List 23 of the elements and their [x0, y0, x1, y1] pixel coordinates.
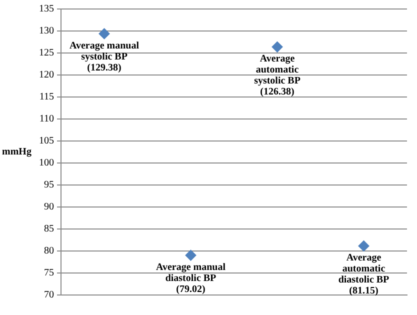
point	[185, 250, 196, 261]
y-tick-label: 115	[39, 92, 54, 103]
y-tick-label: 75	[44, 268, 54, 279]
point	[358, 240, 370, 252]
y-tick-label: 105	[39, 136, 54, 147]
y-tick-label: 80	[44, 246, 54, 257]
y-tick-label: 130	[39, 26, 54, 37]
y-tick-label: 85	[44, 224, 54, 235]
y-tick-label: 110	[39, 114, 54, 125]
annotation: Average manual systolic BP (129.38)	[69, 40, 140, 74]
y-axis-title: mmHg	[2, 146, 32, 158]
point	[272, 41, 283, 52]
y-tick-label: 90	[44, 202, 54, 213]
y-tick-label: 70	[44, 290, 54, 301]
annotation: Average manual diastolic BP (79.02)	[156, 262, 226, 295]
point	[98, 28, 110, 40]
y-tick-label: 95	[44, 180, 54, 191]
y-tick-label: 100	[39, 158, 54, 169]
y-tick-label: 125	[39, 48, 54, 59]
y-tick-label: 135	[39, 4, 54, 15]
annotation: Average automatic systolic BP (126.38)	[254, 54, 300, 98]
y-tick-label: 120	[39, 70, 54, 81]
annotation: Average automatic diastolic BP (81.15)	[338, 252, 390, 297]
